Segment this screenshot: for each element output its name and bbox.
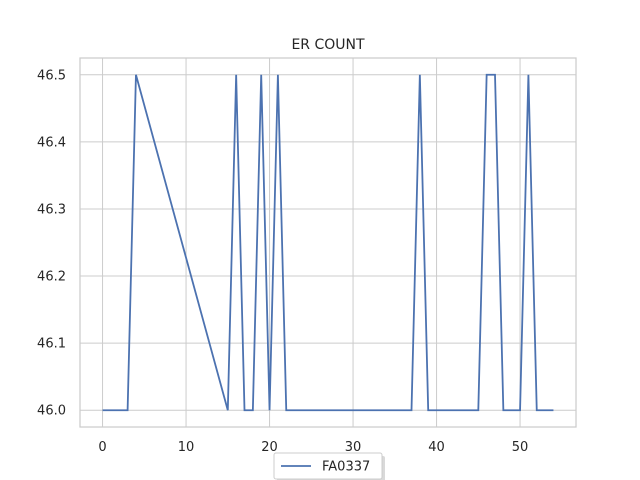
plot-frame <box>79 57 577 428</box>
x-tick-label: 0 <box>98 440 106 455</box>
legend: FA0337 <box>273 452 385 480</box>
series-layer <box>102 73 554 412</box>
legend-label: FA0337 <box>322 460 370 475</box>
x-tick-label: 20 <box>261 440 278 455</box>
x-tick-label: 30 <box>345 440 362 455</box>
tick-labels: 0 10 20 30 40 50 46.0 46.1 46.2 46.3 46.4 46.5 <box>37 68 528 455</box>
y-tick-label: 46.5 <box>37 68 66 83</box>
x-tick-label: 40 <box>428 440 445 455</box>
x-tick-label: 10 <box>178 440 195 455</box>
y-tick-label: 46.1 <box>37 337 66 352</box>
x-tick-label: 50 <box>512 440 529 455</box>
chart-title: ER COUNT <box>291 37 365 53</box>
y-tick-label: 46.0 <box>37 404 66 419</box>
grid <box>80 58 576 427</box>
y-tick-label: 46.4 <box>37 135 66 150</box>
y-tick-label: 46.2 <box>37 270 66 285</box>
series-line <box>102 73 554 412</box>
legend-box <box>273 452 383 480</box>
y-tick-label: 46.3 <box>37 202 66 217</box>
